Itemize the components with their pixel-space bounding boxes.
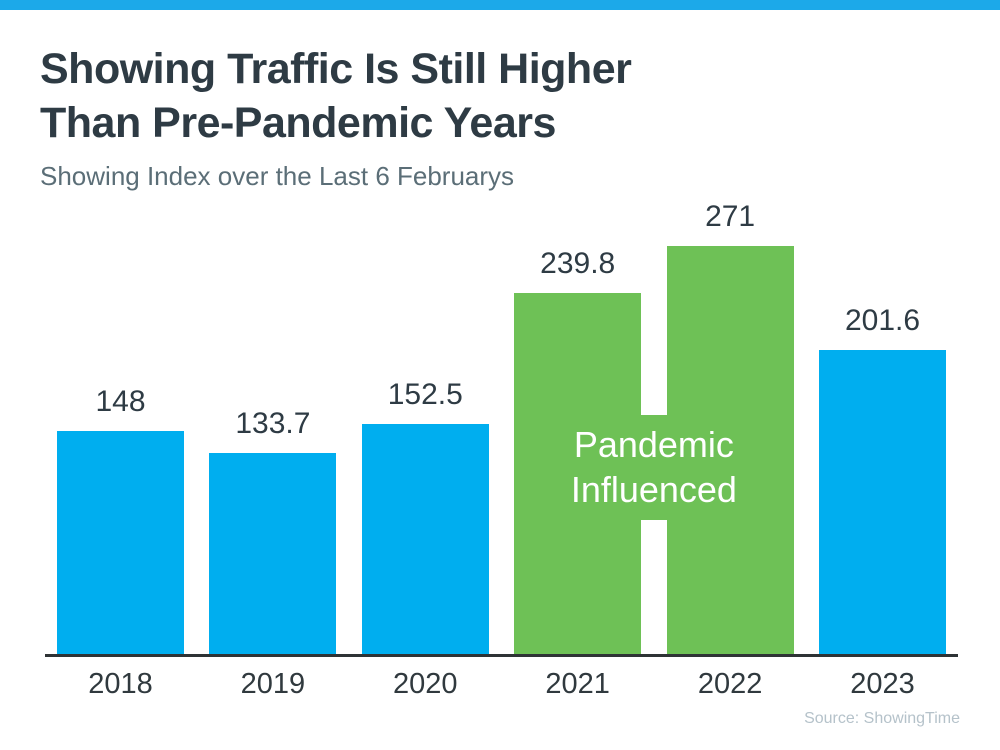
chart-title-line-2: Than Pre-Pandemic Years: [40, 99, 556, 147]
x-tick-2018: 2018: [88, 668, 153, 700]
x-tick-2022: 2022: [697, 668, 763, 700]
accent-stripe: [0, 0, 1000, 10]
x-tick-2021: 2021: [545, 668, 610, 700]
x-axis-line: [45, 654, 958, 657]
source-attribution: Source: ShowingTime: [804, 710, 960, 727]
bar-2023: [819, 350, 946, 654]
value-label-2022: 271: [705, 200, 756, 233]
chart-plot: Pandemic Influenced 148 133.7 152.5 239.8 27…: [0, 196, 1000, 657]
chart-title-line-1: Showing Traffic Is Still Higher: [40, 45, 632, 93]
x-tick-2023: 2023: [850, 668, 915, 700]
value-label-2021: 239.8: [540, 247, 616, 280]
pandemic-influenced-annotation: Pandemic Influenced: [514, 415, 794, 520]
bar-2020: [361, 424, 489, 654]
chart-subtitle: Showing Index over the Last 6 Februarys: [40, 161, 515, 191]
annotation-line-1: Pandemic: [573, 424, 734, 465]
value-label-2018: 148: [95, 385, 146, 418]
annotation-line-2: Influenced: [570, 469, 737, 510]
value-label-2023: 201.6: [844, 304, 921, 337]
bar-2019: [209, 453, 337, 654]
chart-header: Showing Traffic Is Still Higher Than Pre…: [40, 42, 960, 192]
x-tick-2020: 2020: [393, 668, 458, 700]
value-label-2019: 133.7: [235, 407, 311, 440]
value-label-2020: 152.5: [387, 378, 463, 411]
bar-2018: [57, 431, 184, 654]
x-tick-2019: 2019: [240, 668, 306, 700]
